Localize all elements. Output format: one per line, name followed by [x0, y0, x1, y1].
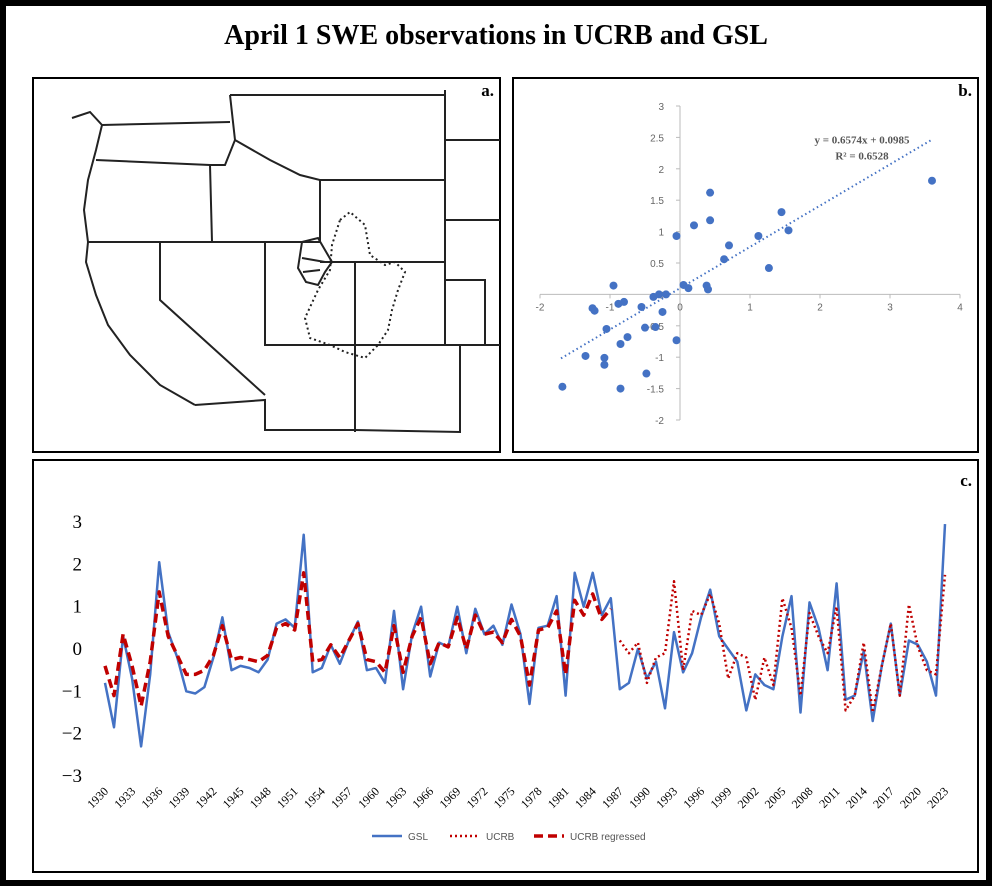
y-tick-label: 2 — [73, 554, 83, 575]
point — [684, 284, 693, 293]
point — [777, 208, 786, 217]
point — [649, 292, 658, 301]
x-tick-label: 2 — [817, 302, 823, 313]
point — [672, 231, 681, 240]
point — [764, 264, 773, 273]
y-tick-label: 0.5 — [650, 259, 664, 270]
x-tick-label: 1 — [747, 302, 753, 313]
annotation: R² = 0.6528 — [835, 150, 889, 162]
point — [602, 324, 611, 333]
point — [616, 384, 625, 393]
point — [614, 299, 623, 308]
gsl-outline — [296, 236, 334, 287]
point — [928, 176, 936, 185]
panel-label: a. — [481, 81, 494, 100]
point — [706, 216, 715, 225]
legend-label: UCRB regressed — [570, 832, 646, 843]
point — [672, 336, 681, 345]
y-tick-label: 0 — [73, 639, 83, 660]
y-tick-label: 2.5 — [650, 133, 664, 144]
point — [641, 323, 649, 332]
y-tick-label: 1 — [73, 597, 83, 618]
point — [623, 333, 632, 342]
point — [662, 290, 670, 299]
point — [588, 304, 597, 313]
point — [642, 369, 651, 378]
point — [784, 226, 793, 235]
point — [600, 353, 609, 362]
point — [651, 323, 660, 332]
panel-b — [512, 77, 979, 453]
point — [720, 255, 729, 264]
y-tick-label: -2 — [655, 416, 664, 427]
y-tick-label: -1 — [655, 353, 664, 364]
legend-label: GSL — [408, 832, 428, 843]
ucrb-outline — [303, 210, 407, 360]
panel-label: b. — [958, 81, 972, 100]
y-tick-label: −3 — [62, 766, 82, 787]
point — [706, 188, 715, 197]
x-tick-label: 3 — [887, 302, 893, 313]
state-border — [101, 121, 231, 126]
x-tick-label: -2 — [536, 302, 545, 313]
y-tick-label: −2 — [62, 724, 82, 745]
x-tick-label: 0 — [677, 302, 683, 313]
y-tick-label: 2 — [658, 165, 664, 176]
x-tick-label: -1 — [606, 302, 615, 313]
panel-c — [32, 459, 979, 873]
panel-label: c. — [960, 471, 972, 490]
annotation: y = 0.6574x + 0.0985 — [814, 135, 910, 147]
point — [581, 351, 590, 360]
point — [609, 281, 618, 290]
legend-label: UCRB — [486, 832, 515, 843]
y-tick-label: 1.5 — [650, 196, 664, 207]
panel-a — [32, 77, 501, 453]
y-tick-label: 3 — [658, 102, 664, 113]
point — [658, 307, 667, 316]
y-tick-label: -1.5 — [647, 385, 665, 396]
state-border — [445, 139, 500, 346]
point — [558, 382, 567, 391]
figure-title: April 1 SWE observations in UCRB and GSL — [224, 20, 768, 51]
series-line — [618, 574, 947, 714]
point — [704, 285, 712, 294]
x-tick-label: 4 — [957, 302, 963, 313]
series-line — [103, 571, 613, 708]
y-tick-label: 1 — [658, 228, 664, 239]
y-tick-label: 3 — [73, 512, 83, 533]
point — [690, 221, 698, 230]
state-border — [234, 139, 321, 242]
y-tick-label: −1 — [62, 681, 82, 702]
point — [725, 241, 733, 250]
point — [616, 340, 625, 349]
border — [194, 345, 461, 434]
point — [754, 231, 763, 240]
state-border — [95, 159, 211, 166]
point — [600, 360, 609, 369]
state-border — [159, 242, 266, 396]
state-border — [208, 94, 237, 243]
map — [71, 90, 500, 434]
point — [637, 302, 646, 311]
